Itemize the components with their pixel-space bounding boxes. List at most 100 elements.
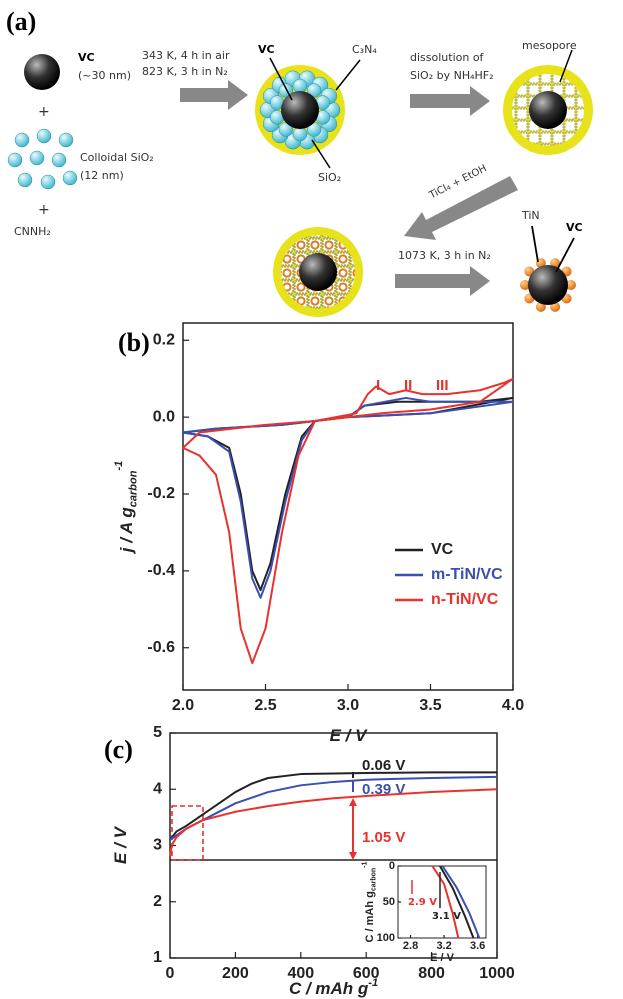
y-tick-label: 4 [153,780,162,797]
x-axis-label-text: C / mAh g [289,979,369,998]
x-tick-label: 4.0 [502,697,524,714]
annotation: 3.1 V [432,911,461,922]
y-tick-label: 0.2 [153,332,175,349]
silica-sphere [14,132,30,148]
label: dissolution of [410,51,485,64]
silica-sphere [29,150,45,166]
label: 343 K, 4 h in air [142,49,230,62]
y-axis-label-sup: -1 [361,861,368,867]
y-tick-label: 2 [153,893,162,910]
y-axis-label: j / A gcarbon-1 [113,461,139,554]
y-axis-label-sub: carbon [370,868,377,891]
x-axis-label: E / V [330,726,369,745]
x-tick-label: 1000 [479,965,515,982]
silica-sphere [36,128,52,144]
data-line [169,788,498,857]
y-tick-label: 5 [153,724,162,741]
y-axis-label: C / mAh gcarbon-1 [361,861,377,942]
y-tick-label: -0.6 [147,639,175,656]
vc-particle [299,253,337,291]
annotation: 1.05 V [362,829,405,846]
x-axis-label-sup: -1 [368,977,378,989]
panel-label: (c) [104,735,133,764]
label: TiN [521,209,540,222]
label: Colloidal SiO₂ [80,151,154,164]
pointer [531,225,539,263]
silica-sphere [7,152,23,168]
silica-cluster [7,128,78,190]
silica-sphere [58,132,74,148]
plus: + [38,202,50,218]
vc-particle [281,91,319,129]
label: SiO₂ by NH₄HF₂ [410,69,494,82]
x-tick-label: 3.0 [337,697,359,714]
y-axis-label-sup: -1 [113,461,125,471]
panel-label: (a) [6,7,36,36]
y-tick-label: -0.2 [147,485,175,502]
label: C₃N₄ [352,43,377,56]
y-tick-label: 3 [153,837,162,854]
pointer [311,139,331,169]
legend-label: VC [431,541,454,558]
x-tick-label: 800 [418,965,445,982]
data-line [431,865,460,939]
inset-background [398,866,486,938]
arrow [395,266,490,296]
data-line [441,865,481,939]
data-line [439,865,475,939]
y-tick-label: 0 [389,860,395,872]
data-line [169,771,497,841]
vc-particle [529,91,567,129]
y-axis-label-text: C / mAh g [364,891,376,942]
x-tick-label: 3.6 [470,940,485,952]
legend-label: m-TiN/VC [431,566,503,583]
data-line [182,377,514,665]
pointer [269,57,293,101]
panel-label: (b) [118,328,150,357]
x-tick-label: 3.2 [436,940,451,952]
label: VC [566,221,583,234]
y-tick-label: 100 [377,932,395,944]
label: (~30 nm) [78,69,131,82]
x-tick-label: 600 [353,965,380,982]
label: 823 K, 3 h in N₂ [142,65,228,78]
tin-particle [566,280,576,290]
y-axis-label: E / V [111,825,130,864]
x-axis-label: C / mAh g-1 [289,977,378,999]
x-tick-label: 2.5 [254,697,276,714]
plus: + [38,104,50,120]
annotation: 2.9 V [408,897,437,908]
silica-sphere [17,172,33,188]
y-axis-label-sub: carbon [127,470,139,507]
y-axis-label-text: E / V [111,825,130,864]
schematic: (a) VC (~30 nm) + Colloidal SiO₂ (12 nm)… [6,7,593,317]
x-axis-label-text: E / V [330,726,369,745]
data-line [169,775,498,841]
pointer [555,237,575,273]
silica-sphere [40,174,56,190]
silica-sphere [51,152,67,168]
y-tick-label: -0.4 [147,562,175,579]
annotation: III [436,377,449,394]
x-tick-label: 0 [166,965,175,982]
tin-particle [520,280,530,290]
label: VC [258,43,275,56]
arrow [404,176,518,240]
label: CNNH₂ [14,225,51,238]
x-tick-label: 2.0 [172,697,194,714]
x-tick-label: 200 [222,965,249,982]
label: VC [78,51,95,64]
zoom-box [171,805,204,861]
pointer [559,49,573,83]
label: 1073 K, 3 h in N₂ [398,249,491,262]
silica-sphere [292,78,308,94]
silica-shell [259,70,341,150]
silica-sphere [292,126,308,142]
annotation: I [376,377,380,394]
arrow [410,86,490,116]
x-axis-label: E / V [430,952,455,964]
arrow [180,80,248,110]
label: SiO₂ [318,171,341,184]
x-axis-label-text: E / V [430,952,455,964]
